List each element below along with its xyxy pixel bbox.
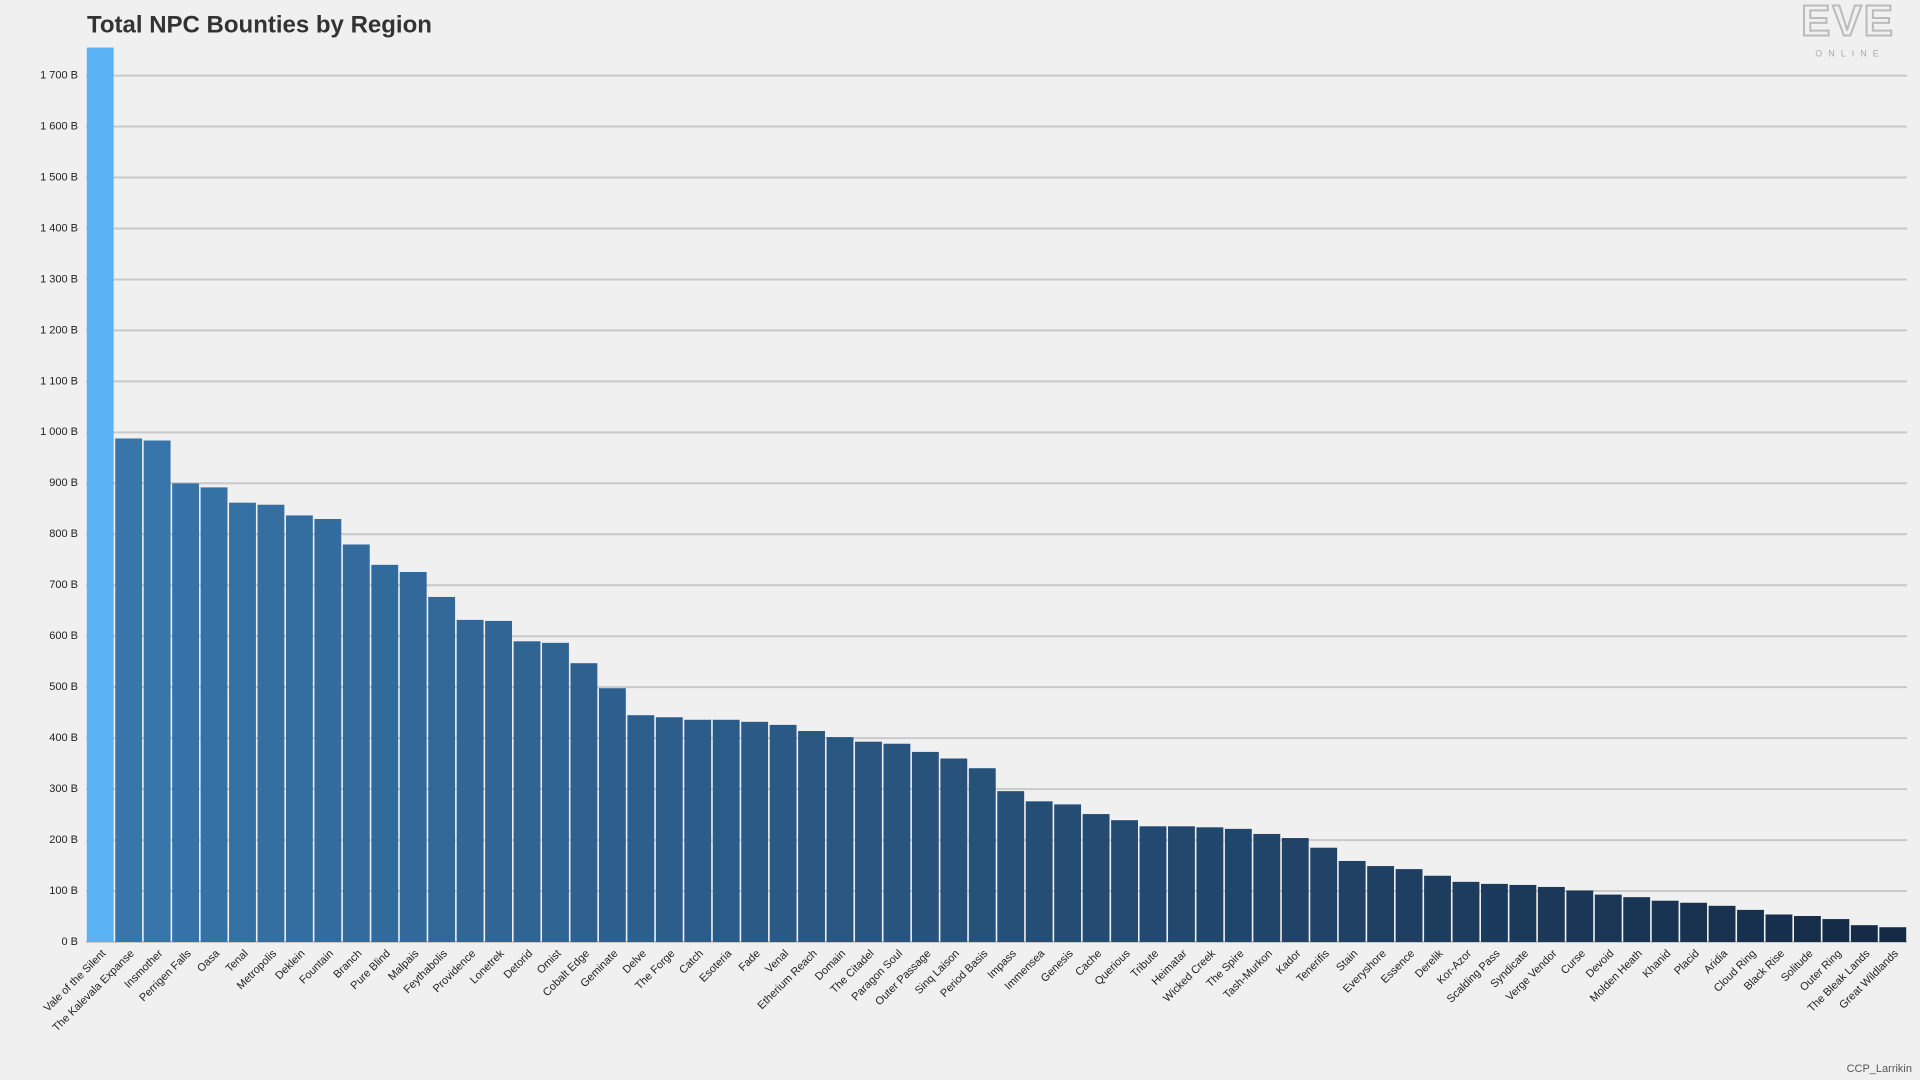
x-tick-label: Esoteria (697, 947, 735, 985)
bar (968, 768, 996, 942)
bar (1310, 847, 1338, 942)
credit: CCP_Larrikin (1847, 1063, 1912, 1075)
y-tick-label: 1 100 B (40, 375, 78, 387)
bar (1395, 869, 1423, 942)
bar (826, 737, 854, 942)
bar (1481, 883, 1508, 942)
bar (314, 518, 342, 942)
bar (741, 721, 769, 942)
y-tick-label: 200 B (49, 834, 78, 846)
bar (627, 715, 655, 942)
bar (1139, 826, 1167, 942)
bar (86, 47, 114, 943)
y-tick-label: 1 600 B (40, 120, 78, 132)
bar (1594, 894, 1622, 942)
x-tick-label: Genesis (1039, 947, 1076, 984)
bar (1082, 814, 1110, 942)
bar (1850, 925, 1878, 942)
y-tick-label: 500 B (49, 681, 78, 693)
bar (1737, 909, 1764, 942)
bar (1822, 919, 1850, 942)
y-tick-label: 1 700 B (40, 69, 78, 81)
bar (769, 724, 797, 942)
bar (1338, 860, 1366, 942)
bar (1196, 827, 1224, 942)
bar (1253, 833, 1281, 942)
x-tick-label: Oasa (195, 947, 223, 975)
y-tick-label: 100 B (49, 885, 78, 897)
x-tick-label: Molden Heath (1588, 948, 1645, 1005)
bar (229, 502, 256, 942)
bar (911, 751, 939, 942)
bar (200, 487, 228, 942)
bar (1680, 902, 1708, 942)
bar (1367, 866, 1395, 942)
bar (285, 515, 313, 942)
bar (598, 688, 626, 942)
bar (997, 791, 1025, 942)
bar (542, 642, 569, 942)
bar (1765, 914, 1793, 942)
y-tick-label: 1 000 B (40, 426, 78, 438)
bar (115, 438, 143, 942)
y-tick-label: 700 B (49, 579, 78, 591)
bar (513, 641, 541, 942)
bar (712, 719, 740, 942)
bar (456, 619, 484, 942)
bar (855, 741, 882, 942)
x-tick-label: Stain (1334, 948, 1360, 974)
bar (371, 564, 399, 942)
bar (1708, 905, 1736, 942)
bar (1281, 838, 1309, 942)
bar (1054, 804, 1082, 942)
bar (1651, 900, 1679, 942)
y-tick-label: 1 400 B (40, 222, 78, 234)
bar (342, 544, 370, 942)
bar (1879, 927, 1907, 942)
chart-title: Total NPC Bounties by Region (87, 11, 432, 38)
bar (798, 731, 825, 942)
y-tick-label: 300 B (49, 783, 78, 795)
bar (1793, 916, 1821, 942)
y-tick-label: 1 200 B (40, 324, 78, 336)
logo-subtitle: ONLINE (1815, 48, 1885, 58)
y-tick-label: 1 300 B (40, 273, 78, 285)
bar (257, 504, 285, 942)
bar (1424, 875, 1451, 942)
y-tick-label: 600 B (49, 630, 78, 642)
bar (940, 758, 968, 942)
bar (428, 596, 456, 942)
bar (1168, 826, 1195, 942)
x-tick-label: Detorid (502, 948, 536, 982)
bar (1623, 897, 1651, 942)
bar (143, 440, 171, 942)
y-tick-label: 0 B (61, 936, 78, 948)
bar (1509, 884, 1537, 942)
bar (1537, 886, 1565, 942)
logo: EVE (1801, 0, 1895, 46)
bar (1111, 820, 1138, 942)
y-tick-label: 800 B (49, 528, 78, 540)
bar (399, 571, 427, 942)
bar (1452, 881, 1480, 942)
bar (684, 719, 712, 942)
bar (1025, 801, 1053, 942)
x-tick-label: Perrigen Falls (137, 947, 194, 1004)
x-tick-label: Placid (1672, 948, 1702, 978)
x-tick-label: Verge Vendor (1504, 947, 1560, 1003)
bar (570, 663, 598, 942)
bar (883, 743, 911, 942)
x-tick-label: Khanid (1641, 948, 1674, 981)
bar (485, 620, 512, 942)
bar (1224, 828, 1252, 942)
x-tick-label: Fade (737, 948, 763, 974)
y-tick-label: 1 500 B (40, 171, 78, 183)
bar (172, 483, 200, 942)
y-tick-label: 900 B (49, 477, 78, 489)
bar (655, 717, 683, 942)
bar (1566, 890, 1594, 942)
y-tick-label: 400 B (49, 732, 78, 744)
